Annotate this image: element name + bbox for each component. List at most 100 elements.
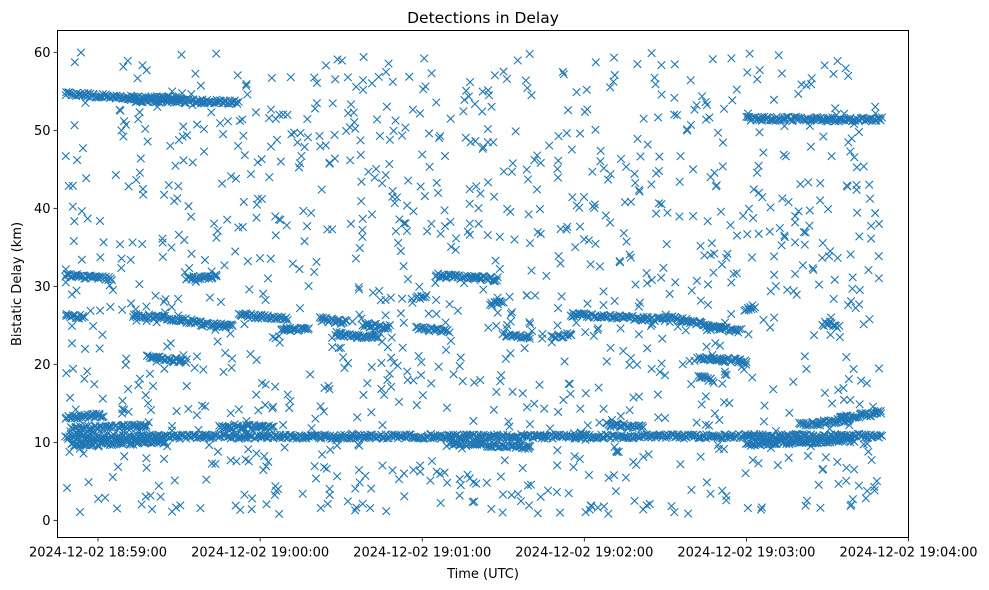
data-point	[829, 69, 838, 79]
data-point	[440, 221, 450, 231]
data-point	[670, 508, 679, 517]
data-point	[659, 263, 668, 272]
data-point	[527, 266, 536, 275]
data-point	[710, 409, 720, 418]
data-point	[355, 243, 364, 253]
data-point	[525, 317, 534, 327]
data-point	[399, 469, 409, 478]
data-point	[312, 78, 322, 88]
data-point	[345, 123, 355, 132]
data-point	[431, 278, 440, 288]
data-point	[328, 342, 337, 352]
data-point	[381, 295, 390, 305]
data-point	[118, 405, 127, 414]
data-point	[806, 79, 816, 89]
data-point	[530, 155, 539, 165]
data-point	[282, 313, 291, 322]
data-point	[498, 490, 508, 499]
data-point	[240, 319, 249, 329]
data-point	[440, 206, 449, 215]
data-point	[372, 115, 382, 124]
data-point	[799, 438, 808, 447]
data-point	[223, 117, 233, 126]
data-point	[717, 356, 727, 365]
data-point	[310, 73, 319, 82]
data-point	[332, 435, 341, 445]
data-point	[317, 185, 326, 194]
data-point	[740, 306, 749, 315]
data-point	[384, 59, 393, 68]
data-point	[557, 292, 566, 301]
data-point	[630, 496, 639, 506]
data-point	[304, 324, 313, 333]
data-point	[246, 170, 256, 179]
data-point	[305, 370, 315, 379]
data-point	[745, 49, 754, 58]
data-point	[158, 234, 167, 243]
y-tick-label: 50	[34, 124, 51, 139]
data-point	[496, 472, 506, 481]
data-point	[427, 69, 436, 78]
data-point	[231, 247, 240, 256]
data-point	[434, 133, 444, 143]
data-point	[616, 324, 625, 333]
data-point	[444, 431, 453, 441]
data-point	[117, 126, 126, 135]
data-point	[332, 441, 342, 450]
data-point	[779, 150, 788, 159]
data-point	[531, 291, 540, 300]
data-point	[267, 73, 277, 83]
data-point	[390, 198, 399, 208]
data-point	[461, 430, 471, 439]
data-point	[558, 67, 568, 77]
x-tick-label: 2024-12-02 19:00:00	[191, 546, 329, 561]
data-point	[158, 238, 167, 247]
data-point	[105, 281, 114, 290]
data-point	[113, 462, 123, 472]
data-point	[599, 404, 608, 413]
data-point	[320, 430, 330, 439]
data-point	[137, 239, 147, 249]
data-point	[111, 170, 121, 180]
data-point	[325, 159, 334, 168]
data-point	[718, 138, 728, 147]
data-point	[647, 275, 656, 285]
data-point	[660, 371, 670, 380]
data-point	[325, 484, 334, 494]
data-point	[137, 500, 146, 509]
chart-title: Detections in Delay	[407, 9, 559, 27]
data-point	[325, 490, 334, 500]
data-point	[789, 113, 799, 122]
data-point	[833, 457, 842, 467]
data-point	[611, 487, 621, 496]
data-point	[842, 411, 851, 421]
data-point	[93, 494, 103, 504]
data-point	[576, 429, 586, 438]
data-point	[569, 462, 578, 472]
data-point	[176, 430, 186, 440]
data-point	[533, 509, 543, 518]
data-point	[445, 328, 454, 337]
data-point	[393, 238, 403, 248]
data-point	[653, 113, 663, 122]
data-point	[311, 414, 320, 423]
data-point	[388, 192, 397, 201]
data-point	[789, 377, 798, 387]
data-point	[596, 157, 605, 166]
data-point	[456, 480, 466, 490]
data-point	[874, 273, 884, 283]
data-point	[242, 79, 251, 89]
data-point	[818, 238, 827, 248]
data-point	[603, 175, 613, 184]
data-point	[142, 302, 151, 311]
y-tick-label: 10	[34, 436, 51, 451]
data-point	[233, 141, 243, 151]
data-point	[842, 352, 851, 362]
data-point	[743, 503, 753, 513]
data-point	[120, 452, 129, 461]
data-point	[633, 59, 642, 69]
data-point	[647, 364, 656, 374]
data-point	[431, 432, 440, 442]
data-point	[553, 164, 562, 174]
data-point	[151, 291, 160, 300]
